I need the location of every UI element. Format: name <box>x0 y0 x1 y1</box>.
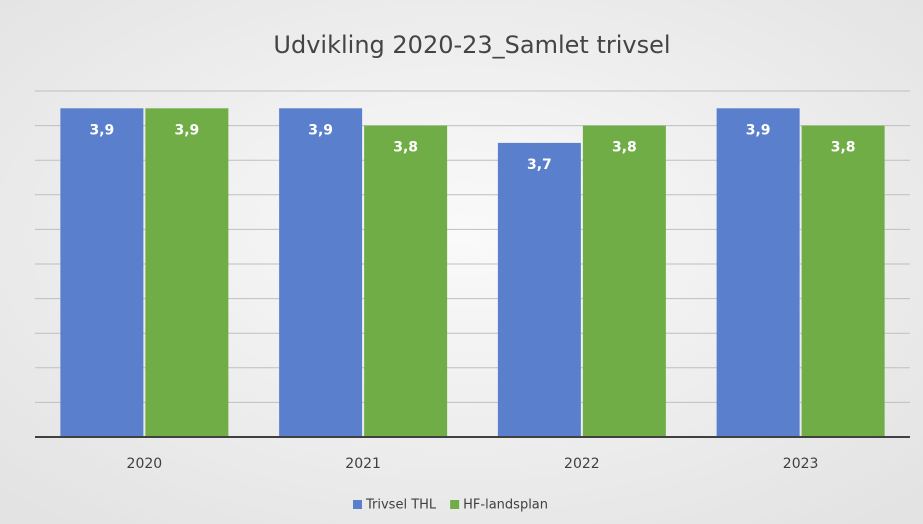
data-label: 3,9 <box>746 122 771 138</box>
data-label: 3,9 <box>308 122 333 138</box>
bar <box>716 108 800 438</box>
bar <box>582 125 666 437</box>
data-label: 3,8 <box>393 140 418 156</box>
bar <box>497 142 581 437</box>
x-tick-label: 2020 <box>127 456 163 472</box>
data-label: 3,9 <box>174 122 199 138</box>
bar <box>364 125 448 437</box>
bar <box>60 108 144 438</box>
chart-title: Udvikling 2020-23_Samlet trivsel <box>273 31 670 59</box>
data-label: 3,8 <box>831 140 856 156</box>
bar <box>279 108 363 438</box>
data-label: 3,7 <box>527 157 552 173</box>
legend-swatch <box>450 500 460 509</box>
x-tick-label: 2022 <box>564 456 600 472</box>
legend-swatch <box>353 500 362 509</box>
bar <box>801 125 885 437</box>
legend-label: HF-landsplan <box>463 498 548 513</box>
legend-label: Trivsel THL <box>365 498 437 513</box>
data-label: 3,8 <box>612 140 637 156</box>
x-tick-label: 2021 <box>345 456 381 472</box>
data-label: 3,9 <box>89 122 114 138</box>
bar <box>145 108 229 438</box>
x-tick-label: 2023 <box>783 456 819 472</box>
